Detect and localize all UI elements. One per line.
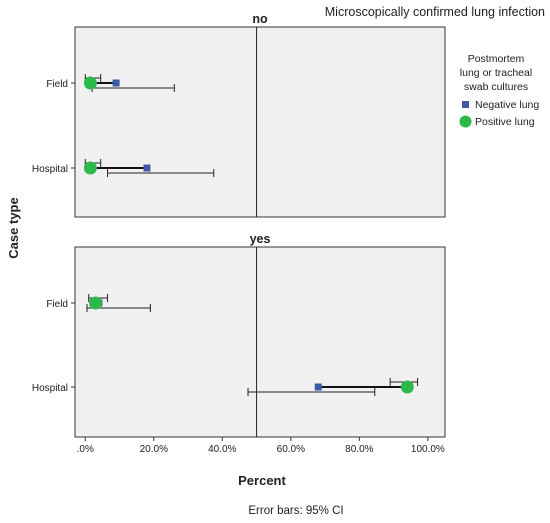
point-negative-lung-hospital-panel-no — [143, 164, 151, 172]
category-label-hospital-panel-no: Hospital — [32, 164, 68, 175]
x-tick-label-100: 100.0% — [411, 444, 445, 455]
point-positive-lung-field-panel-no — [83, 76, 97, 90]
point-positive-lung-field-panel-yes — [89, 296, 103, 310]
panel-yes-background — [74, 246, 446, 438]
chart-title: Microscopically confirmed lung infection — [325, 5, 545, 19]
x-tick-label-80: 80.0% — [345, 444, 373, 455]
category-label-field-panel-no: Field — [46, 79, 68, 90]
panel-label-no: no — [252, 12, 268, 26]
legend-label-positive-lung: Positive lung — [475, 116, 535, 128]
x-tick-label-40: 40.0% — [208, 444, 236, 455]
legend-title-line-2: lung or tracheal — [460, 67, 532, 79]
y-axis-title: Case type — [6, 197, 21, 258]
point-negative-lung-field-panel-no — [112, 79, 120, 87]
error-bars-footnote: Error bars: 95% CI — [248, 505, 343, 517]
category-label-hospital-panel-yes: Hospital — [32, 383, 68, 394]
x-tick-label-20: 20.0% — [140, 444, 168, 455]
x-axis-title: Percent — [238, 473, 286, 488]
point-positive-lung-hospital-panel-yes — [400, 380, 414, 394]
point-negative-lung-hospital-panel-yes — [314, 383, 322, 391]
legend-label-negative-lung: Negative lung — [475, 99, 539, 111]
legend-marker-negative-lung — [462, 101, 469, 108]
legend-marker-positive-lung — [459, 115, 472, 128]
legend-title-line-1: Postmortem — [468, 53, 525, 65]
point-positive-lung-hospital-panel-no — [83, 161, 97, 175]
category-label-field-panel-yes: Field — [46, 299, 68, 310]
panel-label-yes: yes — [250, 232, 271, 246]
legend-title-line-3: swab cultures — [464, 81, 528, 93]
x-tick-label-60: 60.0% — [277, 444, 305, 455]
panel-no-background — [74, 26, 446, 218]
x-tick-label-0: .0% — [77, 444, 94, 455]
